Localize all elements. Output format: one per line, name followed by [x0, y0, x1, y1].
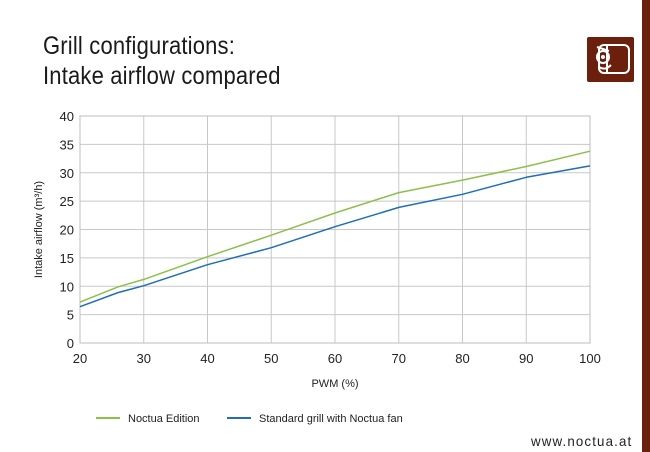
footer-url: www.noctua.at [531, 433, 633, 449]
y-axis-label: Intake airflow (m³/h) [33, 181, 45, 278]
chart-title-line1: Grill configurations: [43, 32, 236, 60]
x-tick-label: 90 [519, 351, 533, 366]
x-tick-label: 60 [328, 351, 342, 366]
x-tick-label: 70 [392, 351, 406, 366]
series-lines [79, 150, 591, 308]
y-tick-label: 40 [60, 109, 74, 124]
chart-legend: Noctua Edition Standard grill with Noctua… [96, 413, 403, 425]
y-tick-label: 5 [67, 308, 74, 323]
x-tick-label: 40 [200, 351, 214, 366]
x-tick-label: 20 [73, 351, 87, 366]
x-tick-label: 100 [579, 351, 601, 366]
y-tick-label: 20 [60, 223, 74, 238]
y-tick-label: 25 [60, 194, 74, 209]
x-tick-label: 30 [137, 351, 151, 366]
y-tick-label: 30 [60, 166, 74, 181]
x-tick-label: 80 [455, 351, 469, 366]
legend-label: Standard grill with Noctua fan [259, 413, 403, 425]
x-tick-label: 50 [264, 351, 278, 366]
brand-side-bar [642, 0, 650, 452]
y-tick-label: 10 [60, 279, 74, 294]
noctua-owl-logo-icon [587, 37, 634, 82]
chart-grid [79, 115, 591, 344]
chart-title: Grill configurations: Intake airflow com… [43, 31, 281, 91]
plot-area-frame [79, 115, 591, 344]
y-tick-label: 0 [67, 336, 74, 351]
y-axis-ticks: 0 5 10 15 20 25 30 35 40 [60, 109, 74, 351]
x-axis-label: PWM (%) [311, 378, 358, 390]
x-axis-ticks: 20 30 40 50 60 70 80 90 100 [73, 351, 601, 366]
series-line-2 [79, 165, 591, 308]
y-tick-label: 15 [60, 251, 74, 266]
chart-subtitle: Intake airflow compared [43, 62, 281, 90]
y-tick-label: 35 [60, 137, 74, 152]
legend-label: Noctua Edition [128, 413, 200, 425]
series-line-1 [79, 150, 591, 303]
